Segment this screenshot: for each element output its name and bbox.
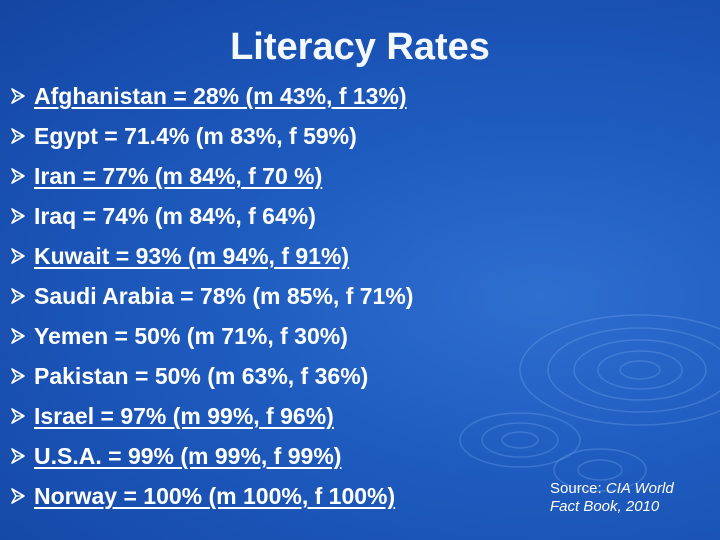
- source-name-line-1: CIA World: [605, 480, 674, 497]
- list-item-text: Iraq = 74% (m 84%, f 64%): [34, 203, 316, 229]
- slide-title: Literacy Rates: [230, 26, 490, 68]
- list-item: Iraq = 74% (m 84%, f 64%): [10, 196, 413, 236]
- list-item: Afghanistan = 28% (m 43%, f 13%): [10, 76, 413, 116]
- list-item: Egypt = 71.4% (m 83%, f 59%): [10, 116, 413, 156]
- source-name-line-2: Fact Book, 2010: [550, 498, 660, 515]
- arrow-bullet-icon: [11, 168, 25, 184]
- list-item: Pakistan = 50% (m 63%, f 36%): [10, 356, 413, 396]
- list-item: U.S.A. = 99% (m 99%, f 99%): [10, 436, 413, 476]
- list-item-text: Israel = 97% (m 99%, f 96%): [34, 403, 334, 429]
- list-item: Yemen = 50% (m 71%, f 30%): [10, 316, 413, 356]
- list-item-text: U.S.A. = 99% (m 99%, f 99%): [34, 443, 342, 469]
- list-item: Norway = 100% (m 100%, f 100%): [10, 476, 413, 516]
- list-item-text: Kuwait = 93% (m 94%, f 91%): [34, 243, 350, 269]
- list-item-text: Saudi Arabia = 78% (m 85%, f 71%): [34, 283, 414, 309]
- list-item: Saudi Arabia = 78% (m 85%, f 71%): [10, 276, 413, 316]
- arrow-bullet-icon: [11, 208, 25, 224]
- source-line-1: Source: CIA World: [550, 480, 674, 498]
- arrow-bullet-icon: [11, 288, 25, 304]
- list-item: Israel = 97% (m 99%, f 96%): [10, 396, 413, 436]
- arrow-bullet-icon: [11, 248, 25, 264]
- source-prefix: Source:: [550, 480, 606, 497]
- arrow-bullet-icon: [11, 128, 25, 144]
- literacy-rate-list: Afghanistan = 28% (m 43%, f 13%) Egypt = …: [10, 76, 413, 516]
- list-item-text: Egypt = 71.4% (m 83%, f 59%): [34, 123, 357, 149]
- arrow-bullet-icon: [11, 88, 25, 104]
- list-item: Kuwait = 93% (m 94%, f 91%): [10, 236, 413, 276]
- list-item-text: Norway = 100% (m 100%, f 100%): [34, 483, 396, 509]
- source-note: Source: CIA World Fact Book, 2010: [550, 480, 674, 516]
- list-item: Iran = 77% (m 84%, f 70 %): [10, 156, 413, 196]
- list-item-text: Yemen = 50% (m 71%, f 30%): [34, 323, 348, 349]
- arrow-bullet-icon: [11, 448, 25, 464]
- arrow-bullet-icon: [11, 328, 25, 344]
- list-item-text: Pakistan = 50% (m 63%, f 36%): [34, 363, 369, 389]
- list-item-text: Iran = 77% (m 84%, f 70 %): [34, 163, 323, 189]
- arrow-bullet-icon: [11, 488, 25, 504]
- arrow-bullet-icon: [11, 368, 25, 384]
- list-item-text: Afghanistan = 28% (m 43%, f 13%): [34, 83, 407, 109]
- arrow-bullet-icon: [11, 408, 25, 424]
